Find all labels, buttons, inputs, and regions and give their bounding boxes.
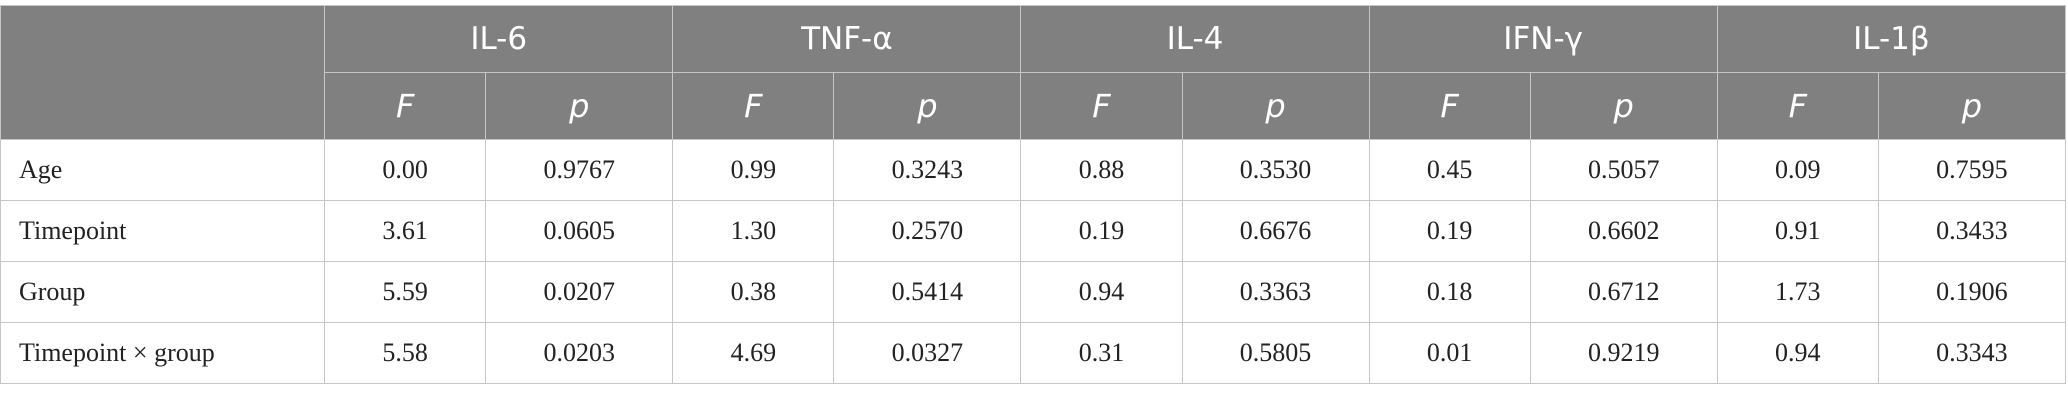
header-stat-f: F: [672, 72, 835, 140]
header-row-cytokines: IL-6 TNF-α IL-4 IFN-γ IL-1β: [0, 5, 2067, 140]
cell-il1-beta-p: 0.7595: [1877, 139, 2067, 201]
cell-ifn-gamma-f: 0.19: [1368, 200, 1531, 262]
cell-il1-beta-f: 0.09: [1716, 139, 1879, 201]
row-label: Timepoint × group: [0, 322, 326, 384]
cell-il6-p: 0.0207: [485, 261, 674, 323]
row-label: Timepoint: [0, 200, 326, 262]
cell-tnf-alpha-f: 0.38: [672, 261, 835, 323]
header-stat-p: p: [833, 72, 1022, 140]
cell-il1-beta-p: 0.1906: [1877, 261, 2067, 323]
cell-tnf-alpha-f: 4.69: [672, 322, 835, 384]
cell-ifn-gamma-p: 0.5057: [1529, 139, 1718, 201]
header-cytokine-il4: IL-4: [1020, 5, 1370, 73]
cell-ifn-gamma-f: 0.45: [1368, 139, 1531, 201]
cell-ifn-gamma-p: 0.6712: [1529, 261, 1718, 323]
cell-il4-p: 0.6676: [1181, 200, 1370, 262]
cell-il6-p: 0.0605: [485, 200, 674, 262]
table-row-age: Age 0.00 0.9767 0.99 0.3243 0.88 0.3530 …: [0, 139, 2067, 201]
cell-il1-beta-p: 0.3343: [1877, 322, 2067, 384]
cell-ifn-gamma-p: 0.6602: [1529, 200, 1718, 262]
cell-il6-f: 0.00: [324, 139, 487, 201]
cell-tnf-alpha-p: 0.2570: [833, 200, 1022, 262]
header-stat-p: p: [1181, 72, 1370, 140]
header-cytokine-il6: IL-6: [324, 5, 674, 73]
header-row-statistics: F p F p F p F p F p: [1, 72, 2067, 140]
cell-il4-f: 0.19: [1020, 200, 1183, 262]
cell-ifn-gamma-p: 0.9219: [1529, 322, 1718, 384]
cell-il6-f: 5.59: [324, 261, 487, 323]
table-header: IL-6 TNF-α IL-4 IFN-γ IL-1β F p F p F p …: [0, 5, 2067, 140]
cell-tnf-alpha-p: 0.3243: [833, 139, 1022, 201]
table-row-group: Group 5.59 0.0207 0.38 0.5414 0.94 0.336…: [0, 261, 2067, 323]
header-corner-cell: [0, 5, 326, 140]
cell-il1-beta-p: 0.3433: [1877, 200, 2067, 262]
cell-tnf-alpha-f: 0.99: [672, 139, 835, 201]
cell-ifn-gamma-f: 0.01: [1368, 322, 1531, 384]
header-stat-f: F: [1020, 72, 1183, 140]
cell-il4-f: 0.31: [1020, 322, 1183, 384]
table-row-timepoint-x-group: Timepoint × group 5.58 0.0203 4.69 0.032…: [0, 322, 2067, 384]
cell-il4-p: 0.3530: [1181, 139, 1370, 201]
header-cytokine-ifn-gamma: IFN-γ: [1368, 5, 1718, 73]
header-cytokine-il1-beta: IL-1β: [1716, 5, 2067, 73]
cell-il4-f: 0.94: [1020, 261, 1183, 323]
header-stat-f: F: [324, 72, 487, 140]
cell-il1-beta-f: 0.91: [1716, 200, 1879, 262]
cell-il6-f: 5.58: [324, 322, 487, 384]
cell-il4-f: 0.88: [1020, 139, 1183, 201]
cell-il6-p: 0.9767: [485, 139, 674, 201]
header-stat-f: F: [1368, 72, 1531, 140]
cell-tnf-alpha-p: 0.5414: [833, 261, 1022, 323]
row-label: Group: [0, 261, 326, 323]
cell-il4-p: 0.3363: [1181, 261, 1370, 323]
anova-results-table: IL-6 TNF-α IL-4 IFN-γ IL-1β F p F p F p …: [0, 5, 2067, 384]
header-stat-p: p: [1529, 72, 1718, 140]
table-body: Age 0.00 0.9767 0.99 0.3243 0.88 0.3530 …: [0, 139, 2067, 384]
table-row-timepoint: Timepoint 3.61 0.0605 1.30 0.2570 0.19 0…: [0, 200, 2067, 262]
header-stat-p: p: [485, 72, 674, 140]
header-stat-f: F: [1716, 72, 1879, 140]
cell-il6-p: 0.0203: [485, 322, 674, 384]
cell-il4-p: 0.5805: [1181, 322, 1370, 384]
cell-il6-f: 3.61: [324, 200, 487, 262]
cell-tnf-alpha-p: 0.0327: [833, 322, 1022, 384]
cell-il1-beta-f: 0.94: [1716, 322, 1879, 384]
cell-tnf-alpha-f: 1.30: [672, 200, 835, 262]
cell-ifn-gamma-f: 0.18: [1368, 261, 1531, 323]
header-cytokine-tnf-alpha: TNF-α: [672, 5, 1022, 73]
row-label: Age: [0, 139, 326, 201]
header-stat-p: p: [1877, 72, 2067, 140]
cell-il1-beta-f: 1.73: [1716, 261, 1879, 323]
